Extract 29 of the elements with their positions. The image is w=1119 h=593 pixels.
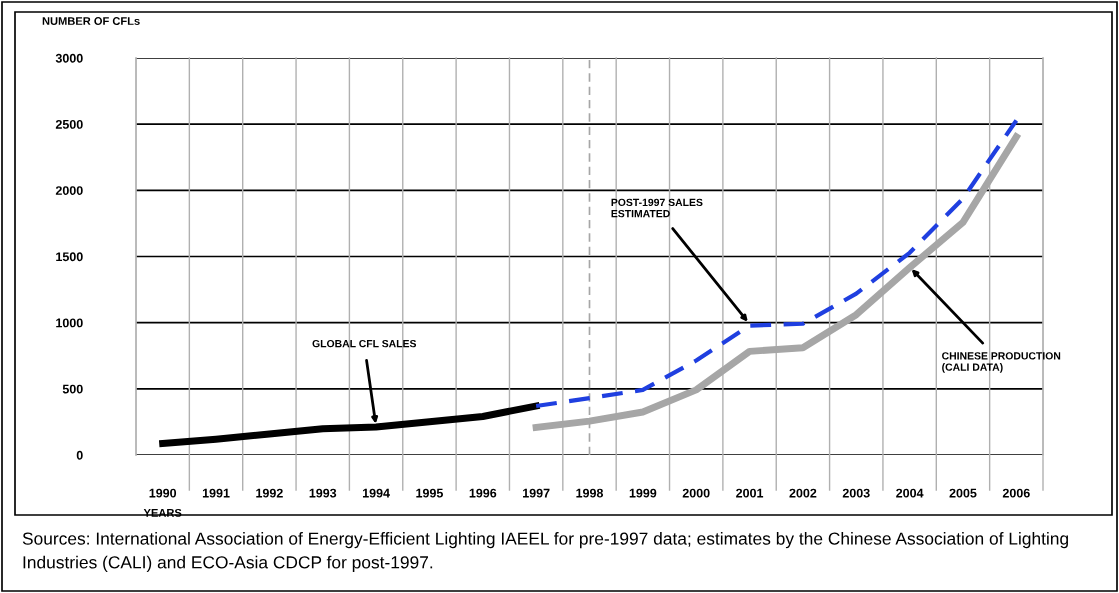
x-tick-label: 1991 xyxy=(202,488,230,498)
y-tick-label: 2500 xyxy=(55,119,83,129)
x-tick-label: 2000 xyxy=(682,488,710,498)
y-tick-label: 3000 xyxy=(55,53,83,63)
x-tick-label: 1992 xyxy=(256,488,283,498)
x-tick-label: 1996 xyxy=(469,488,497,498)
y-tick-label: 2000 xyxy=(55,186,83,195)
source-note: Sources: International Association of Energy-Efficient Lighting IAEEL for pre-1997 data; estimates by the Chinese Association of Lighting Industries (CALI) and ECO-Asia CDCP for post-1997. xyxy=(22,532,1068,572)
x-tick-label: 1997 xyxy=(523,488,550,498)
y-tick-label: 1000 xyxy=(56,318,83,328)
x-tick-label: 1994 xyxy=(362,488,390,498)
x-tick-label: 2006 xyxy=(1002,488,1030,498)
y-tick-label: 500 xyxy=(62,384,83,394)
x-tick-label: 1995 xyxy=(416,488,443,498)
y-tick-label: 1500 xyxy=(56,252,83,262)
x-tick-label: 1993 xyxy=(309,488,337,498)
x-tick-label: 2005 xyxy=(949,488,977,498)
y-axis-title: NUMBER OF CFLs xyxy=(42,17,140,25)
x-tick-label: 2004 xyxy=(896,488,924,498)
x-tick-label: 1990 xyxy=(149,488,177,498)
x-tick-label: 2001 xyxy=(736,488,764,498)
x-tick-label: 1998 xyxy=(576,488,604,498)
x-tick-label: 1999 xyxy=(629,488,657,498)
annotation: POST-1997 SALES ESTIMATED xyxy=(611,198,703,218)
annotation: CHINESE PRODUCTION (CALI DATA) xyxy=(942,352,1061,373)
annotation: GLOBAL CFL SALES xyxy=(312,339,417,348)
x-tick-label: 2002 xyxy=(789,488,817,498)
x-tick-label: 2003 xyxy=(842,488,870,498)
y-tick-label: 0 xyxy=(76,450,83,460)
